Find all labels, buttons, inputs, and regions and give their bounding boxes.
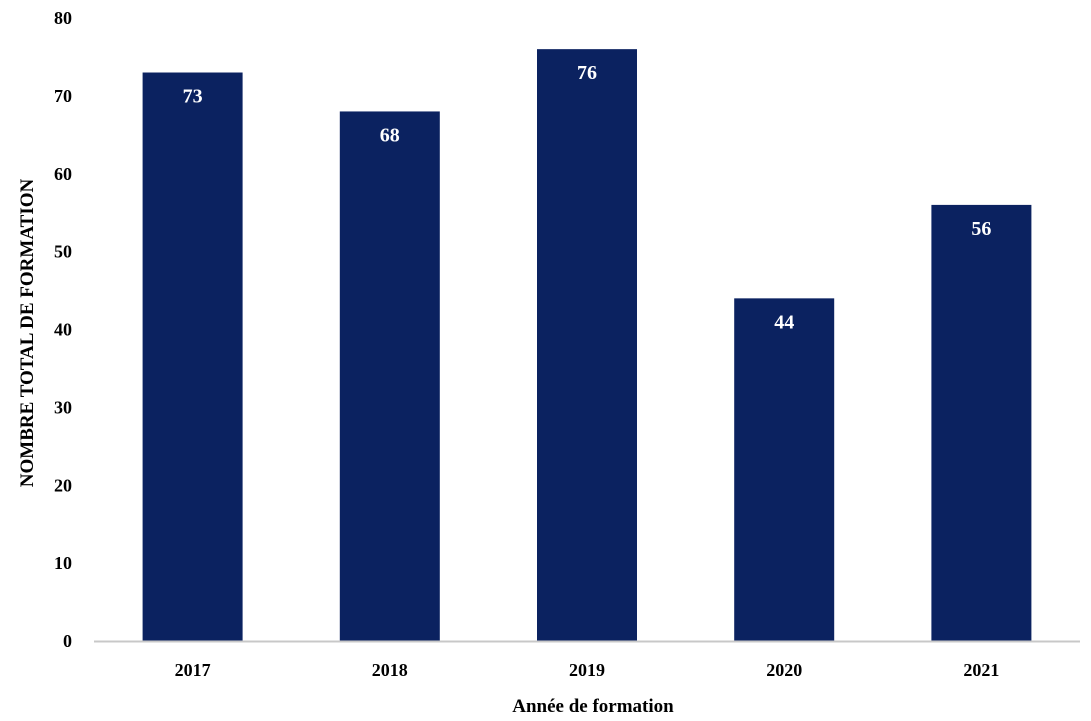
bars: [142, 49, 1032, 641]
data-label: 44: [774, 311, 794, 333]
bar: [339, 111, 440, 641]
y-tick-label: 70: [54, 86, 72, 106]
y-tick-label: 30: [54, 397, 72, 417]
x-tick-label: 2019: [569, 660, 605, 680]
y-axis-title: NOMBRE TOTAL DE FORMATION: [17, 179, 38, 488]
x-tick-label: 2020: [766, 660, 802, 680]
data-label: 56: [971, 218, 991, 240]
data-labels: 73 68 76 44 56: [183, 62, 992, 333]
x-axis-title: Année de formation: [512, 696, 674, 717]
y-tick-label: 10: [54, 553, 72, 573]
bar: [537, 49, 637, 641]
y-tick-label: 40: [54, 320, 72, 340]
bar: [734, 298, 835, 641]
x-axis-ticks: 2017 2018 2019 2020 2021: [175, 660, 1000, 680]
y-axis-ticks: 0 10 20 30 40 50 60 70 80: [54, 8, 72, 651]
y-tick-label: 60: [54, 164, 72, 184]
y-tick-label: 50: [54, 242, 72, 262]
y-tick-label: 0: [63, 631, 72, 651]
data-label: 76: [577, 62, 597, 84]
x-tick-label: 2017: [175, 660, 211, 680]
x-tick-label: 2018: [372, 660, 408, 680]
data-label: 73: [183, 86, 203, 108]
y-tick-label: 80: [54, 8, 72, 28]
bar: [142, 72, 243, 641]
y-tick-label: 20: [54, 475, 72, 495]
data-label: 68: [380, 124, 400, 146]
bar: [931, 204, 1032, 641]
x-tick-label: 2021: [963, 660, 999, 680]
